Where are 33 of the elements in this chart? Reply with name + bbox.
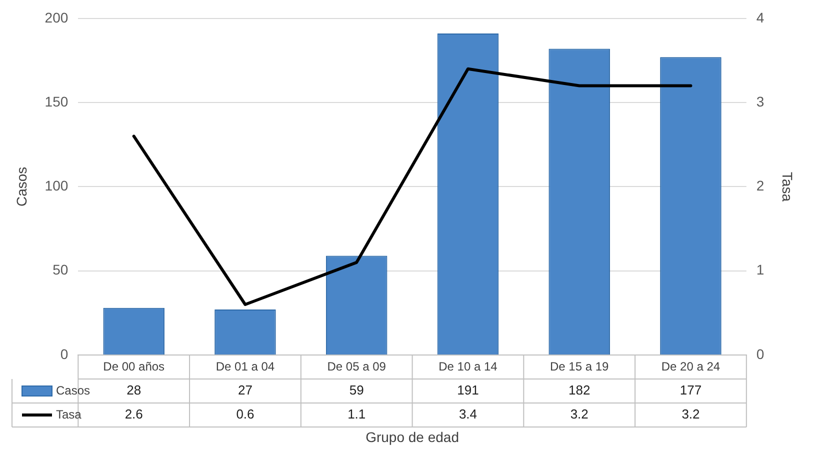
data-label: 177 xyxy=(680,382,702,398)
y2-tick-label: 0 xyxy=(756,346,764,362)
data-label: 3.2 xyxy=(570,406,588,422)
x-axis-title: Grupo de edad xyxy=(366,428,459,445)
legend-label: Tasa xyxy=(56,407,82,422)
y-tick-label: 150 xyxy=(44,93,68,110)
y-tick-label: 0 xyxy=(60,346,68,362)
x-tick-label: De 00 años xyxy=(103,359,165,374)
data-label: 0.6 xyxy=(236,406,254,422)
y2-axis-title: Tasa xyxy=(780,172,796,202)
x-tick-label: De 15 a 19 xyxy=(550,359,610,374)
y2-tick-label: 2 xyxy=(756,178,764,194)
data-label: 182 xyxy=(568,382,590,398)
y-tick-label: 200 xyxy=(44,9,68,26)
y-tick-label: 100 xyxy=(44,178,68,194)
y2-tick-label: 1 xyxy=(756,262,764,278)
x-tick-label: De 01 a 04 xyxy=(216,359,275,374)
y2-tick-label: 3 xyxy=(756,93,764,110)
data-label: 2.6 xyxy=(124,406,143,422)
data-label: 3.4 xyxy=(458,406,478,422)
y2-tick-label: 4 xyxy=(756,9,764,26)
data-label: 27 xyxy=(238,382,252,398)
data-label: 28 xyxy=(126,382,142,398)
y-tick-label: 50 xyxy=(52,262,68,278)
data-label: 3.2 xyxy=(682,406,700,422)
data-label: 1.1 xyxy=(348,406,366,422)
data-label: 191 xyxy=(457,382,479,398)
x-tick-label: De 20 a 24 xyxy=(661,359,720,374)
x-tick-label: De 05 a 09 xyxy=(327,359,386,374)
data-label: 59 xyxy=(349,382,364,398)
y-axis-title: Casos xyxy=(13,166,30,207)
x-tick-label: De 10 a 14 xyxy=(438,359,498,374)
legend-label: Casos xyxy=(56,383,90,398)
